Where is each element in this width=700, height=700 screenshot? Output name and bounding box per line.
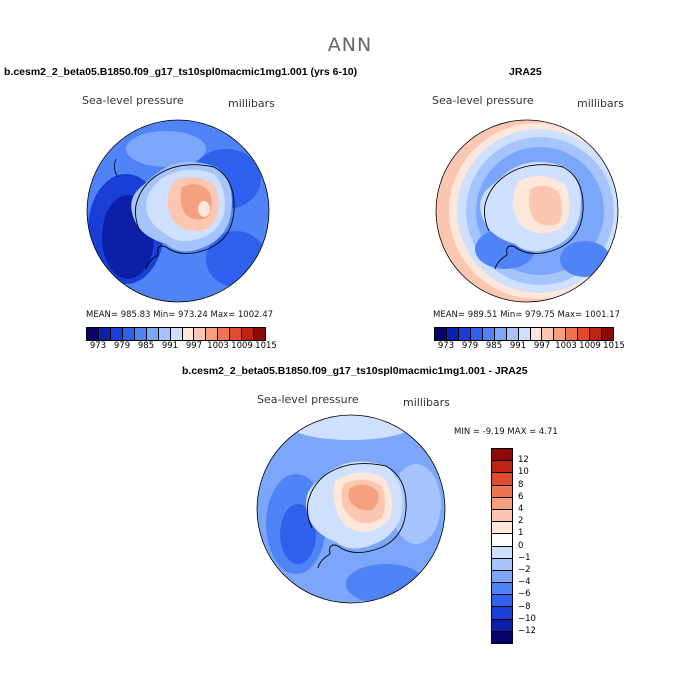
panel1-variable: Sea-level pressure bbox=[82, 94, 184, 107]
colorbar-tick-label: −1 bbox=[518, 552, 531, 563]
panel2-variable: Sea-level pressure bbox=[432, 94, 534, 107]
colorbar-swatch bbox=[194, 328, 207, 340]
colorbar-swatch bbox=[602, 328, 614, 340]
panel3-variable: Sea-level pressure bbox=[257, 393, 359, 406]
colorbar-tick-label: 1003 bbox=[207, 341, 229, 351]
colorbar-swatch bbox=[122, 328, 135, 340]
colorbar-swatch bbox=[492, 522, 512, 535]
colorbar-swatch bbox=[230, 328, 243, 340]
colorbar-swatch bbox=[492, 619, 512, 632]
colorbar-swatch bbox=[590, 328, 603, 340]
colorbar-tick-label: −2 bbox=[518, 565, 531, 575]
colorbar-tick-label: −12 bbox=[518, 626, 536, 636]
panel3-colorbar bbox=[491, 448, 513, 644]
colorbar-swatch bbox=[110, 328, 123, 340]
colorbar-tick-label: 985 bbox=[137, 341, 155, 351]
colorbar-tick-label: −10 bbox=[518, 613, 536, 624]
colorbar-tick-label: 991 bbox=[161, 341, 179, 351]
colorbar-swatch bbox=[492, 473, 512, 486]
colorbar-tick-label: 12 bbox=[518, 455, 529, 466]
colorbar-tick-label: 0 bbox=[518, 540, 524, 551]
colorbar-swatch bbox=[492, 449, 512, 462]
colorbar-tick-label: −8 bbox=[518, 601, 531, 612]
colorbar-swatch bbox=[578, 328, 591, 340]
colorbar-swatch bbox=[492, 607, 512, 620]
colorbar-swatch bbox=[530, 328, 543, 340]
panel1-colorbar: 973 979 985 991 997 1003 1009 1015 bbox=[86, 327, 277, 351]
panel1-units: millibars bbox=[228, 97, 275, 110]
colorbar-tick-label: −6 bbox=[518, 589, 531, 600]
colorbar-swatch bbox=[242, 328, 255, 340]
colorbar-swatch bbox=[87, 328, 99, 340]
colorbar-tick-label: 979 bbox=[113, 341, 131, 351]
colorbar-tick-label: 2 bbox=[518, 516, 524, 527]
colorbar-swatch bbox=[492, 546, 512, 559]
colorbar-swatch bbox=[492, 583, 512, 596]
panel3-map bbox=[256, 414, 446, 604]
colorbar-tick-label: 4 bbox=[518, 504, 524, 514]
colorbar-swatch bbox=[492, 534, 512, 547]
colorbar-tick-label: 997 bbox=[185, 341, 203, 351]
colorbar-swatch bbox=[170, 328, 183, 340]
colorbar-tick-label: 997 bbox=[533, 341, 551, 351]
colorbar-swatch bbox=[458, 328, 471, 340]
colorbar-swatch bbox=[146, 328, 159, 340]
colorbar-swatch bbox=[518, 328, 531, 340]
colorbar-swatch bbox=[566, 328, 579, 340]
panel3-title: b.cesm2_2_beta05.B1850.f09_g17_ts10spl0m… bbox=[182, 365, 528, 377]
panel2-map bbox=[435, 119, 619, 303]
panel3-colorbar-labels: 12 10 8 6 4 2 1 0 −1 −2 −4 −6 −8 −10 −12 bbox=[518, 448, 558, 636]
colorbar-tick-label: 973 bbox=[437, 341, 455, 351]
colorbar-tick-label: 1 bbox=[518, 528, 524, 539]
panel3-units: millibars bbox=[403, 396, 450, 409]
colorbar-swatch bbox=[492, 509, 512, 523]
colorbar-swatch bbox=[492, 570, 512, 584]
panel1-stats: MEAN= 985.83 Min= 973.24 Max= 1002.47 bbox=[86, 310, 274, 320]
colorbar-swatch bbox=[492, 631, 512, 643]
colorbar-swatch bbox=[134, 328, 147, 340]
colorbar-swatch bbox=[492, 485, 512, 498]
colorbar-tick-label: 1003 bbox=[555, 341, 577, 351]
colorbar-swatch bbox=[446, 328, 459, 340]
colorbar-swatch bbox=[218, 328, 231, 340]
colorbar-swatch bbox=[158, 328, 171, 340]
colorbar-tick-label: 985 bbox=[485, 341, 503, 351]
panel1-title: b.cesm2_2_beta05.B1850.f09_g17_ts10spl0m… bbox=[4, 66, 358, 78]
colorbar-swatch bbox=[206, 328, 219, 340]
colorbar-tick-label: 991 bbox=[509, 341, 527, 351]
colorbar-swatch bbox=[542, 328, 555, 340]
colorbar-swatch bbox=[98, 328, 111, 340]
colorbar-tick-label: 1015 bbox=[255, 341, 277, 351]
colorbar-swatch bbox=[494, 328, 507, 340]
colorbar-swatch bbox=[492, 461, 512, 474]
colorbar-tick-label: 1015 bbox=[603, 341, 625, 351]
colorbar-tick-label: 10 bbox=[518, 467, 529, 478]
colorbar-tick-label: 979 bbox=[461, 341, 479, 351]
colorbar-tick-label: 6 bbox=[518, 491, 524, 502]
colorbar-swatch bbox=[470, 328, 483, 340]
main-title: ANN bbox=[327, 34, 373, 56]
colorbar-tick-label: 973 bbox=[89, 341, 107, 351]
panel1-map bbox=[86, 119, 270, 303]
panel2-stats: MEAN= 989.51 Min= 979.75 Max= 1001.17 bbox=[433, 310, 621, 320]
colorbar-tick-label: 1009 bbox=[579, 341, 601, 351]
colorbar-swatch bbox=[492, 558, 512, 571]
colorbar-swatch bbox=[182, 328, 195, 340]
panel2-colorbar: 973 979 985 991 997 1003 1009 1015 bbox=[434, 327, 625, 351]
colorbar-swatch bbox=[254, 328, 266, 340]
colorbar-swatch bbox=[435, 328, 447, 340]
colorbar-swatch bbox=[554, 328, 567, 340]
colorbar-tick-label: 8 bbox=[518, 479, 524, 490]
colorbar-tick-label: 1009 bbox=[231, 341, 253, 351]
colorbar-swatch bbox=[492, 497, 512, 510]
panel2-units: millibars bbox=[577, 97, 624, 110]
colorbar-tick-label: −4 bbox=[518, 577, 531, 588]
panel3-stats: MIN = -9.19 MAX = 4.71 bbox=[454, 427, 558, 437]
colorbar-swatch bbox=[506, 328, 519, 340]
colorbar-swatch bbox=[482, 328, 495, 340]
colorbar-swatch bbox=[492, 595, 512, 608]
panel2-title: JRA25 bbox=[509, 66, 542, 78]
